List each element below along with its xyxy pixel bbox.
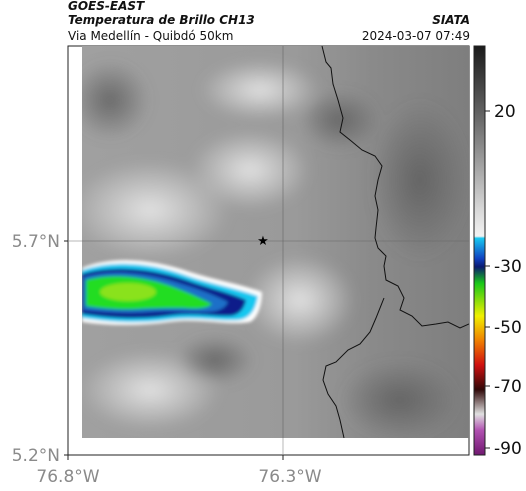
region-subtitle: Via Medellín - Quibdó 50km [68, 29, 234, 43]
colorbar: 20 -30 -50 -70 -90 [473, 45, 522, 459]
brightness-temperature-image [82, 46, 469, 438]
lat-tick-label: 5.2°N [12, 446, 60, 466]
colorbar-tick: -90 [494, 439, 522, 459]
timestamp-label: 2024-03-07 07:49 [361, 29, 470, 43]
lat-tick-label: 5.7°N [12, 232, 60, 252]
brand-label: SIATA [432, 13, 470, 27]
department-border-south [322, 297, 385, 438]
colorbar-tick: -30 [494, 257, 522, 277]
colorbar-tick: 20 [494, 102, 516, 122]
lon-tick-label: 76.3°W [258, 467, 321, 487]
satellite-label: GOES-EAST [68, 0, 145, 13]
cold-cloud-band [82, 260, 262, 325]
department-border [321, 46, 469, 329]
colorbar-tick: -50 [494, 318, 522, 338]
lon-tick-label: 76.8°W [36, 467, 99, 487]
colorbar-tick: -70 [494, 377, 522, 397]
product-title: Temperatura de Brillo CH13 [68, 13, 255, 27]
station-star-marker: ★ [257, 234, 269, 249]
